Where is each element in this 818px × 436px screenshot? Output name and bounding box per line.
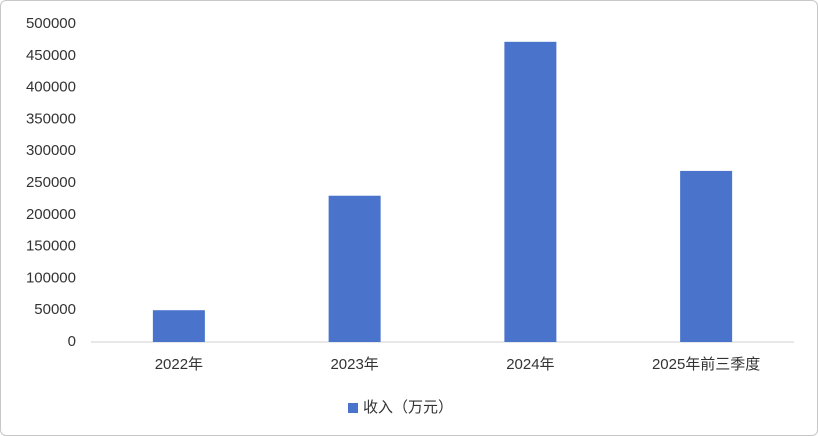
y-tick-label: 350000: [26, 110, 76, 127]
y-tick-label: 200000: [26, 206, 76, 223]
y-tick-label: 0: [68, 333, 76, 350]
y-tick-label: 300000: [26, 142, 76, 159]
x-tick-label: 2023年: [330, 356, 378, 373]
y-tick-label: 150000: [26, 238, 76, 255]
y-tick-label: 500000: [26, 15, 76, 32]
bar: [328, 195, 381, 342]
y-tick-label: 450000: [26, 47, 76, 64]
y-tick-label: 400000: [26, 79, 76, 96]
y-tick-label: 100000: [26, 269, 76, 286]
legend-label: 收入（万元）: [363, 399, 453, 416]
y-tick-label: 250000: [26, 174, 76, 191]
bar: [504, 41, 557, 343]
bar: [680, 170, 733, 342]
x-tick-label: 2024年: [506, 356, 554, 373]
bar: [152, 310, 205, 342]
legend-swatch: [348, 403, 358, 413]
x-tick-label: 2025年前三季度: [652, 356, 760, 373]
x-tick-label: 2022年: [155, 356, 203, 373]
y-tick-label: 50000: [34, 301, 76, 318]
